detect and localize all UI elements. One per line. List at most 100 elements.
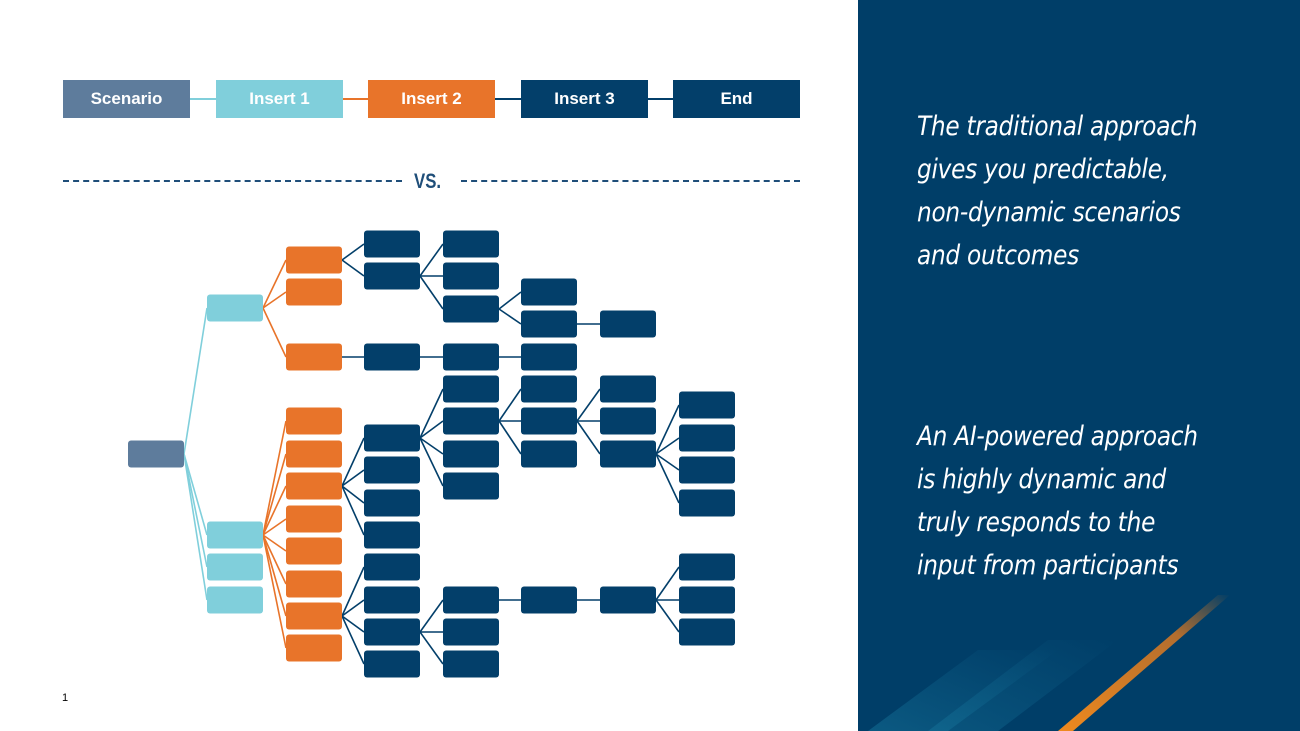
stripe xyxy=(928,640,1118,731)
flow-step-insert-1: Insert 1 xyxy=(216,80,343,118)
tree-node xyxy=(207,586,263,614)
tree-node xyxy=(364,553,420,581)
flow-connector xyxy=(190,98,216,100)
divider-left xyxy=(63,180,402,182)
flow-step-insert-3: Insert 3 xyxy=(521,80,648,118)
tree-node xyxy=(364,424,420,452)
tree-connector xyxy=(262,420,287,536)
vs-label: VS. xyxy=(414,170,442,193)
tree-node xyxy=(521,310,577,338)
tree-node xyxy=(443,295,499,323)
tree-connector xyxy=(262,534,287,585)
tree-node xyxy=(286,570,342,598)
tree-connector xyxy=(419,437,444,455)
flow-connector xyxy=(495,98,521,100)
tree-node xyxy=(443,262,499,290)
tree-connector xyxy=(655,453,680,504)
tree-connector xyxy=(498,308,522,325)
tree-node xyxy=(286,537,342,565)
tree-node xyxy=(364,489,420,517)
tree-node xyxy=(364,586,420,614)
tree-node xyxy=(679,424,735,452)
flow-step-scenario: Scenario xyxy=(63,80,190,118)
tree-connector xyxy=(498,420,522,455)
tree-node xyxy=(443,440,499,468)
flow-step-end: End xyxy=(673,80,800,118)
text-line: An AI-powered approach xyxy=(917,421,1198,452)
tree-connector xyxy=(341,615,365,633)
tree-connector xyxy=(262,518,287,536)
tree-connector xyxy=(419,243,444,277)
tree-node xyxy=(679,553,735,581)
tree-node xyxy=(521,278,577,306)
tree-connector xyxy=(341,485,365,504)
tree-connector xyxy=(498,291,522,310)
decorative-stripes xyxy=(868,595,1230,731)
tree-connector xyxy=(262,291,287,309)
tree-node xyxy=(286,343,342,371)
traditional-text: The traditional approach gives you predi… xyxy=(917,105,1197,277)
tree-node xyxy=(443,407,499,435)
text-line: input from participants xyxy=(917,550,1179,581)
tree-connector xyxy=(498,388,522,422)
tree-node xyxy=(207,553,263,581)
tree-node xyxy=(207,521,263,549)
tree-connector xyxy=(341,437,365,487)
text-line: gives you predictable, xyxy=(917,154,1169,185)
tree-connector xyxy=(262,259,287,309)
text-line: The traditional approach xyxy=(917,111,1198,142)
tree-node xyxy=(443,343,499,371)
tree-node xyxy=(521,586,577,614)
tree-node xyxy=(521,375,577,403)
tree-connector xyxy=(183,453,208,601)
tree-connector xyxy=(576,420,601,455)
tree-connector xyxy=(183,453,208,536)
tree-node xyxy=(286,278,342,306)
tree-node xyxy=(443,375,499,403)
tree-connector xyxy=(341,243,365,261)
tree-connector xyxy=(341,599,365,617)
right-panel: The traditional approach gives you predi… xyxy=(858,0,1300,731)
tree-node xyxy=(679,618,735,646)
tree-node xyxy=(443,230,499,258)
tree-node xyxy=(600,375,656,403)
tree-node xyxy=(128,440,184,468)
tree-connector xyxy=(262,453,287,536)
flow-step-insert-2: Insert 2 xyxy=(368,80,495,118)
tree-node xyxy=(443,618,499,646)
flow-connector xyxy=(343,98,368,100)
tree-connector xyxy=(419,631,444,665)
tree-node xyxy=(286,472,342,500)
tree-node xyxy=(286,505,342,533)
tree-node xyxy=(286,407,342,435)
tree-node xyxy=(364,650,420,678)
tree-node xyxy=(600,586,656,614)
tree-connector xyxy=(262,534,287,649)
tree-connector xyxy=(419,275,444,310)
tree-connector xyxy=(419,420,444,439)
tree-node xyxy=(207,294,263,322)
text-line: non-dynamic scenarios xyxy=(917,197,1181,228)
ai-text: An AI-powered approach is highly dynamic… xyxy=(917,415,1198,587)
tree-node xyxy=(443,586,499,614)
tree-node xyxy=(364,618,420,646)
tree-node xyxy=(600,310,656,338)
page-number: 1 xyxy=(62,692,69,704)
tree-connector xyxy=(262,534,287,617)
tree-node xyxy=(286,602,342,630)
tree-node xyxy=(364,343,420,371)
orange-stripe xyxy=(1058,595,1230,731)
tree-connector xyxy=(655,599,680,633)
tree-connector xyxy=(419,388,444,439)
tree-node xyxy=(679,586,735,614)
tree-node xyxy=(521,440,577,468)
text-line: and outcomes xyxy=(917,240,1079,271)
tree-node xyxy=(443,472,499,500)
tree-connector xyxy=(341,485,365,536)
tree-node xyxy=(286,634,342,662)
tree-node xyxy=(679,489,735,517)
tree-connector xyxy=(655,437,680,455)
tree-node xyxy=(364,230,420,258)
tree-connector xyxy=(262,534,287,552)
tree-connector xyxy=(183,453,208,568)
